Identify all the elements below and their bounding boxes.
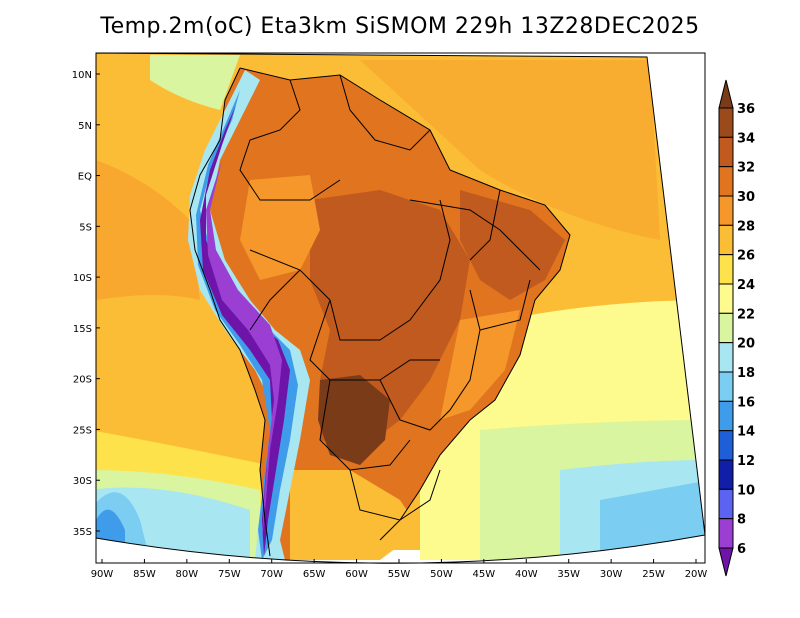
colorbar-swatch <box>718 283 734 314</box>
southern-cone <box>290 470 420 560</box>
colorbar-label: 36 <box>737 102 755 117</box>
colorbar-swatch <box>718 312 734 344</box>
colorbar-label: 10 <box>737 483 755 498</box>
lon-tick-label: 40W <box>515 569 538 580</box>
country-borders <box>189 67 571 557</box>
hottest-core <box>318 375 390 465</box>
colorbar-swatch <box>718 459 734 490</box>
colorbar-top-arrow <box>718 79 734 109</box>
lat-tick-label: 5S <box>79 222 92 233</box>
colorbar-swatch <box>718 224 734 256</box>
north-atlantic-warm <box>360 60 660 240</box>
colorbar-label: 18 <box>737 366 755 381</box>
colorbar-label: 22 <box>737 307 755 322</box>
colorbar-bottom-arrow <box>718 547 734 577</box>
colorbar-label: 8 <box>737 513 746 528</box>
lon-tick-label: 80W <box>176 569 199 580</box>
lon-tick-label: 85W <box>133 569 156 580</box>
caribbean-cool <box>150 55 240 110</box>
lon-tick-label: 90W <box>91 569 114 580</box>
colorbar-swatch <box>718 195 734 226</box>
colorbar-swatch <box>718 107 734 138</box>
lon-tick-label: 75W <box>218 569 241 580</box>
lat-tick-label: 15S <box>73 324 92 335</box>
colorbar-label: 30 <box>737 190 755 205</box>
colorbar-swatch <box>718 136 734 168</box>
colorbar-label: 12 <box>737 454 755 469</box>
lon-tick-label: 20W <box>685 569 708 580</box>
lon-tick-label: 45W <box>473 569 496 580</box>
colorbar-swatch <box>718 254 734 285</box>
andes-cold-core <box>200 105 290 556</box>
map-field <box>96 53 705 560</box>
lat-tick-label: EQ <box>78 172 92 183</box>
pacific-warm-band <box>96 160 200 300</box>
latitude-axis: 10N 5N EQ 5S 10S 15S 20S 25S 30S 35S <box>72 70 100 538</box>
lat-tick-label: 10N <box>72 70 92 81</box>
colorbar-label: 24 <box>737 278 755 293</box>
colorbar-swatch <box>718 488 734 520</box>
colorbar <box>718 79 734 577</box>
colorbar-swatch <box>718 430 734 461</box>
colorbar-label: 34 <box>737 131 755 146</box>
lon-tick-label: 50W <box>430 569 453 580</box>
axis-box <box>95 52 706 564</box>
lon-tick-label: 70W <box>260 569 283 580</box>
hot-northeast <box>460 190 565 300</box>
lat-tick-label: 10S <box>73 273 92 284</box>
colorbar-swatch <box>718 166 734 197</box>
southeast-coast <box>440 310 520 420</box>
lon-tick-label: 25W <box>642 569 665 580</box>
colorbar-labels: 36 34 32 30 28 26 24 22 20 18 16 14 12 10 8 6 <box>737 102 755 557</box>
colorbar-label: 28 <box>737 219 755 234</box>
colorbar-label: 20 <box>737 337 755 352</box>
colorbar-swatch <box>718 371 734 402</box>
lon-tick-label: 65W <box>303 569 326 580</box>
colorbar-label: 14 <box>737 425 755 440</box>
lat-tick-label: 20S <box>73 375 92 386</box>
colorbar-label: 6 <box>737 542 746 557</box>
lat-tick-label: 30S <box>73 476 92 487</box>
lon-tick-label: 30W <box>600 569 623 580</box>
lon-tick-label: 60W <box>345 569 368 580</box>
colorbar-label: 16 <box>737 395 755 410</box>
lat-tick-label: 25S <box>73 425 92 436</box>
andes-cold-accent <box>206 160 282 540</box>
colorbar-label: 32 <box>737 161 755 176</box>
lat-tick-label: 35S <box>73 527 92 538</box>
map-title: Temp.2m(oC) Eta3km SiSMOM 229h 13Z28DEC2… <box>100 14 700 39</box>
lat-tick-label: 5N <box>78 121 92 132</box>
colorbar-swatch <box>718 518 734 549</box>
longitude-axis: 90W 85W 80W 75W 70W 65W 60W 55W 50W 45W 40W 35W 30W 2… <box>91 559 708 580</box>
colorbar-swatch <box>718 342 734 373</box>
colorbar-swatch <box>718 400 734 432</box>
colorbar-label: 26 <box>737 249 755 264</box>
lon-tick-label: 35W <box>557 569 580 580</box>
lon-tick-label: 55W <box>388 569 411 580</box>
